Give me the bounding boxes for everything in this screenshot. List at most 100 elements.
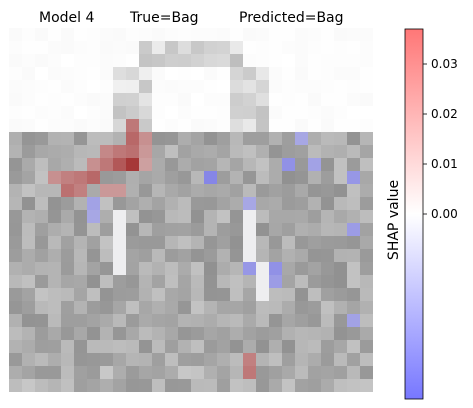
- heatmap-cell: [334, 28, 347, 41]
- colorbar-label: SHAP value: [386, 180, 402, 260]
- heatmap-cell: [126, 301, 139, 314]
- heatmap-cell: [9, 145, 22, 158]
- heatmap-cell: [295, 171, 308, 184]
- heatmap-cell: [204, 93, 217, 106]
- heatmap-cell: [347, 327, 360, 340]
- heatmap-cell: [256, 184, 269, 197]
- heatmap-cell: [35, 353, 48, 366]
- heatmap-cell: [360, 67, 373, 80]
- heatmap-cell: [87, 119, 100, 132]
- heatmap-cell: [178, 41, 191, 54]
- heatmap-cell: [100, 262, 113, 275]
- heatmap-cell: [204, 275, 217, 288]
- heatmap-cell: [191, 210, 204, 223]
- heatmap-cell: [126, 327, 139, 340]
- heatmap-cell: [282, 340, 295, 353]
- heatmap-cell: [74, 197, 87, 210]
- heatmap-cell: [347, 210, 360, 223]
- heatmap-cell: [74, 28, 87, 41]
- heatmap-cell: [269, 80, 282, 93]
- heatmap-cell: [204, 132, 217, 145]
- heatmap-cell: [74, 158, 87, 171]
- heatmap-cell: [61, 54, 74, 67]
- heatmap-cell: [139, 327, 152, 340]
- heatmap-cell: [321, 223, 334, 236]
- heatmap-cell: [269, 28, 282, 41]
- heatmap-cell: [9, 132, 22, 145]
- heatmap-cell: [35, 54, 48, 67]
- heatmap-cell: [269, 314, 282, 327]
- heatmap-cell: [87, 249, 100, 262]
- heatmap-cell: [295, 236, 308, 249]
- heatmap-cell: [191, 132, 204, 145]
- heatmap-cell: [334, 353, 347, 366]
- heatmap-cell: [165, 171, 178, 184]
- heatmap-cell: [204, 236, 217, 249]
- heatmap-cell: [269, 366, 282, 379]
- heatmap-cell: [152, 80, 165, 93]
- heatmap-cell: [308, 210, 321, 223]
- heatmap-cell: [191, 249, 204, 262]
- heatmap-cell: [282, 41, 295, 54]
- heatmap-cell: [282, 145, 295, 158]
- heatmap-cell: [87, 93, 100, 106]
- heatmap-cell: [48, 275, 61, 288]
- heatmap-cell: [217, 275, 230, 288]
- heatmap-cell: [87, 353, 100, 366]
- heatmap-cell: [100, 80, 113, 93]
- heatmap-cell: [256, 197, 269, 210]
- heatmap-cell: [152, 158, 165, 171]
- heatmap-cell: [61, 197, 74, 210]
- heatmap-cell: [178, 132, 191, 145]
- heatmap-cell: [230, 353, 243, 366]
- heatmap-cell: [295, 366, 308, 379]
- heatmap-cell: [256, 119, 269, 132]
- heatmap-cell: [9, 119, 22, 132]
- heatmap-cell: [230, 327, 243, 340]
- heatmap-cell: [100, 275, 113, 288]
- heatmap-cell: [191, 171, 204, 184]
- heatmap-cell: [308, 184, 321, 197]
- heatmap-cell: [243, 262, 256, 275]
- heatmap-cell: [204, 145, 217, 158]
- heatmap-cell: [256, 340, 269, 353]
- heatmap-cell: [178, 171, 191, 184]
- heatmap-cell: [126, 80, 139, 93]
- heatmap-cell: [100, 54, 113, 67]
- heatmap-cell: [191, 54, 204, 67]
- heatmap-cell: [347, 54, 360, 67]
- heatmap-cell: [87, 288, 100, 301]
- heatmap-cell: [269, 340, 282, 353]
- heatmap-cell: [321, 184, 334, 197]
- heatmap-cell: [139, 106, 152, 119]
- heatmap-cell: [347, 145, 360, 158]
- heatmap-cell: [126, 249, 139, 262]
- heatmap-cell: [321, 41, 334, 54]
- heatmap-cell: [269, 132, 282, 145]
- heatmap-cell: [230, 93, 243, 106]
- heatmap-cell: [165, 80, 178, 93]
- heatmap-cell: [35, 106, 48, 119]
- heatmap-cell: [360, 171, 373, 184]
- heatmap-cell: [165, 301, 178, 314]
- heatmap-cell: [217, 158, 230, 171]
- heatmap-cell: [295, 314, 308, 327]
- heatmap-cell: [308, 28, 321, 41]
- heatmap-cell: [308, 93, 321, 106]
- heatmap-cell: [48, 171, 61, 184]
- heatmap-cell: [230, 249, 243, 262]
- heatmap-cell: [243, 93, 256, 106]
- heatmap-cell: [9, 314, 22, 327]
- heatmap-cell: [48, 327, 61, 340]
- heatmap-cell: [61, 184, 74, 197]
- heatmap-cell: [347, 301, 360, 314]
- heatmap-cell: [191, 106, 204, 119]
- heatmap-cell: [295, 340, 308, 353]
- heatmap-cell: [334, 197, 347, 210]
- heatmap-cell: [61, 145, 74, 158]
- heatmap-cell: [178, 314, 191, 327]
- heatmap-cell: [48, 67, 61, 80]
- heatmap-cell: [113, 28, 126, 41]
- heatmap-cell: [217, 106, 230, 119]
- heatmap-cell: [74, 223, 87, 236]
